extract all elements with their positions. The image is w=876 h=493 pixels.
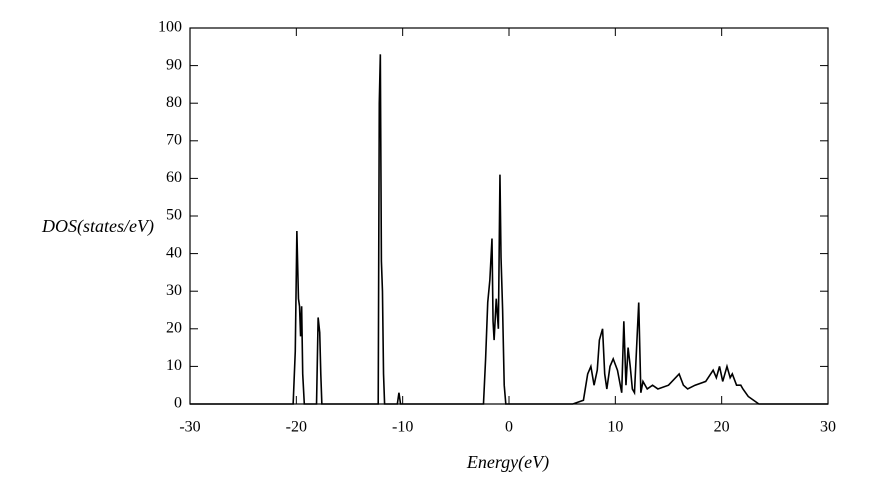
dos-line [190, 54, 828, 405]
x-tick-label: 10 [607, 419, 623, 436]
y-tick-label: 90 [166, 56, 182, 73]
y-tick-label: 60 [166, 169, 182, 186]
plot-frame [189, 27, 829, 405]
y-tick-label: 80 [166, 94, 182, 111]
y-axis-label: DOS(states/eV) [41, 216, 154, 237]
x-tick-label: 20 [714, 419, 730, 436]
y-tick-label: 30 [166, 282, 182, 299]
y-tick-label: 40 [166, 244, 182, 261]
x-tick-label: 30 [820, 419, 836, 436]
x-tick-label: -30 [179, 419, 200, 436]
y-tick-label: 20 [166, 319, 182, 336]
y-tick-label: 0 [174, 395, 182, 412]
x-axis-label: Energy(eV) [466, 452, 549, 473]
y-tick-label: 100 [158, 19, 182, 36]
x-tick-label: -20 [286, 419, 307, 436]
x-tick-label: -10 [392, 419, 413, 436]
y-tick-label: 50 [166, 207, 182, 224]
y-tick-label: 70 [166, 131, 182, 148]
y-tick-label: 10 [166, 357, 182, 374]
x-tick-label: 0 [505, 419, 513, 436]
